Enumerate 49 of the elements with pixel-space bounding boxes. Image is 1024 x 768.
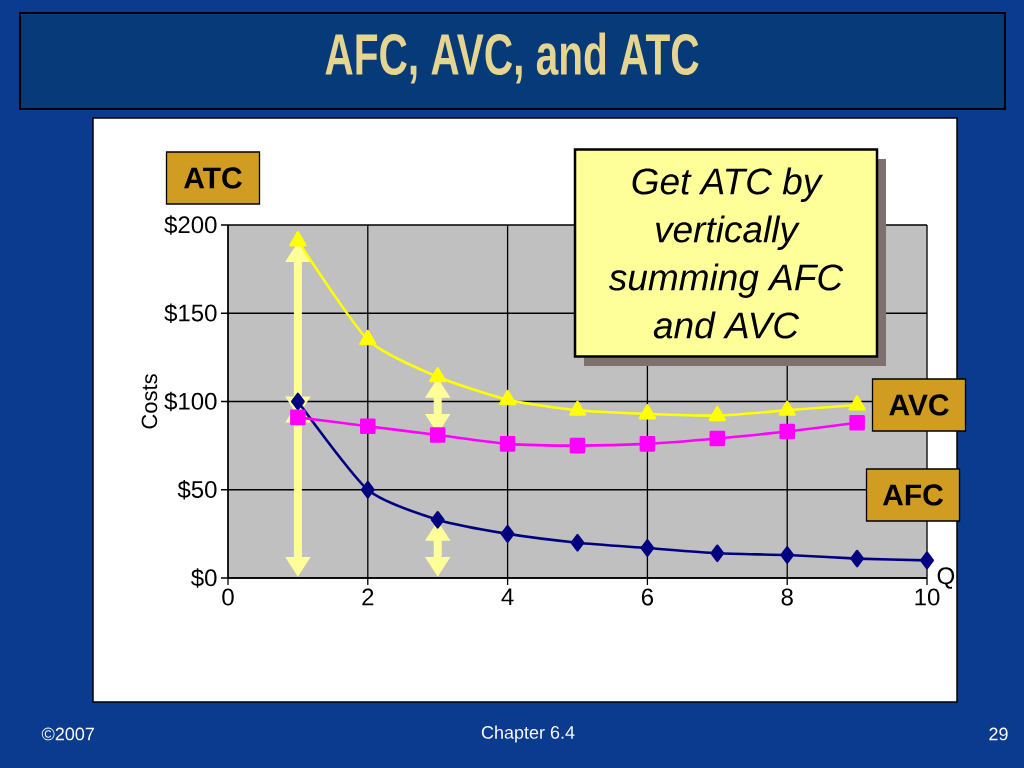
x-tick-label: 0 <box>222 588 234 606</box>
x-axis-title: Q <box>937 567 955 589</box>
text: Chapter 6.4 <box>481 725 575 743</box>
point <box>639 436 656 452</box>
y-tick-label: $50 <box>177 480 217 500</box>
point <box>569 437 586 454</box>
chart-title: AFC, AVC, and ATC <box>325 32 699 84</box>
point <box>500 525 515 543</box>
text: ATC <box>184 167 242 189</box>
point <box>499 436 516 452</box>
point <box>710 544 725 563</box>
point <box>430 510 445 529</box>
annotation: Get ATC by vertically summing AFC and AVC <box>608 167 844 339</box>
point <box>709 430 726 447</box>
point <box>848 395 866 411</box>
point <box>429 366 447 383</box>
point <box>360 480 375 499</box>
point <box>780 546 795 564</box>
y-axis-title: Costs <box>141 374 158 429</box>
y-tick-label: $200 <box>164 215 217 235</box>
y-tick-label: $100 <box>164 391 217 412</box>
point <box>498 389 517 406</box>
point <box>360 418 376 435</box>
y-tick-label: $0 <box>191 568 217 588</box>
point <box>920 551 934 570</box>
point <box>570 533 585 552</box>
point <box>289 231 307 247</box>
point <box>778 400 796 416</box>
point <box>640 539 655 557</box>
x-tick-label: 10 <box>915 588 940 606</box>
y-tick-label: $150 <box>164 303 217 323</box>
point <box>290 392 305 411</box>
point <box>708 405 726 422</box>
point <box>429 427 446 443</box>
series-label: AVC <box>889 394 949 416</box>
point <box>850 549 865 568</box>
text: 29 <box>989 727 1008 741</box>
x-tick-label: 4 <box>501 588 514 606</box>
text: ©2007 <box>41 727 94 741</box>
x-tick-label: 6 <box>641 588 654 606</box>
point <box>359 329 377 346</box>
x-tick-label: 2 <box>362 588 374 606</box>
point <box>568 400 587 416</box>
point <box>290 409 306 426</box>
x-tick-label: 8 <box>781 588 793 606</box>
point <box>638 404 657 420</box>
series-label: AFC <box>882 484 944 506</box>
point <box>779 423 796 440</box>
point <box>849 414 865 431</box>
